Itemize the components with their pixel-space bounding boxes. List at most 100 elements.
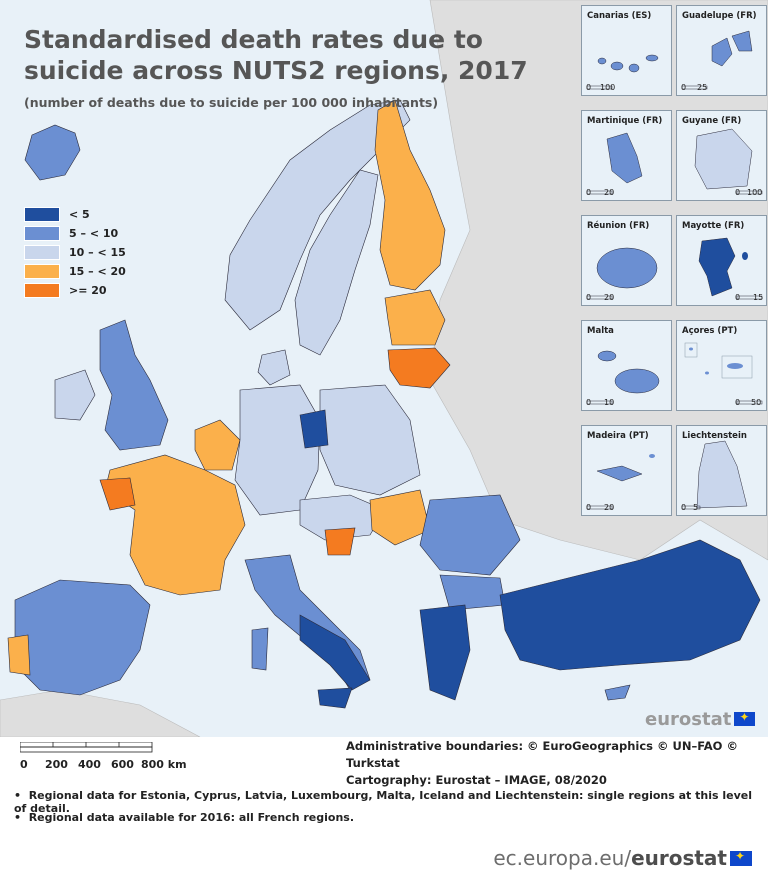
note-text: Regional data for Estonia, Cyprus, Latvi… bbox=[14, 789, 753, 815]
legend-label: < 5 bbox=[69, 208, 90, 221]
region-bulgaria bbox=[439, 574, 506, 611]
region-france bbox=[104, 454, 246, 596]
inset-madeira-map bbox=[586, 454, 655, 510]
inset-guyane: Guyane (FR) 0 100 bbox=[676, 110, 767, 201]
region-poland bbox=[319, 384, 421, 496]
inset-scale-end: 50 bbox=[751, 398, 762, 407]
scale-tick: 0 bbox=[20, 758, 28, 771]
inset-scale-end: 20 bbox=[604, 293, 615, 302]
region-berlin bbox=[299, 409, 329, 449]
region-finland bbox=[374, 99, 446, 291]
scale-tick: 400 bbox=[78, 758, 101, 771]
inset-martinique-map bbox=[586, 132, 643, 195]
inset-scale-start: 0 bbox=[586, 503, 592, 512]
credits: Administrative boundaries: © EuroGeograp… bbox=[346, 738, 768, 789]
inset-liechtenstein: Liechtenstein 0 5 bbox=[676, 425, 767, 516]
inset-acores-map bbox=[684, 342, 763, 405]
inset-title: Mayotte (FR) bbox=[682, 221, 745, 231]
inset-scale-start: 0 bbox=[735, 398, 741, 407]
legend-item: < 5 bbox=[24, 205, 126, 224]
eu-flag-icon bbox=[734, 710, 756, 726]
map-scale-bar bbox=[20, 742, 153, 753]
inset-title: Liechtenstein bbox=[682, 431, 747, 441]
legend-swatch bbox=[24, 207, 60, 222]
legend-swatch bbox=[24, 283, 60, 298]
logo-text: eurostat bbox=[645, 708, 732, 730]
inset-scale-start: 0 bbox=[586, 83, 592, 92]
scale-tick: 200 bbox=[45, 758, 68, 771]
region-benelux bbox=[194, 419, 241, 471]
legend-item: 15 – < 20 bbox=[24, 262, 126, 281]
legend-item: 5 – < 10 bbox=[24, 224, 126, 243]
note-text: Regional data available for 2016: all Fr… bbox=[28, 811, 354, 824]
scale-tick: 600 bbox=[111, 758, 134, 771]
legend-swatch bbox=[24, 226, 60, 241]
inset-title: Guyane (FR) bbox=[682, 116, 742, 126]
inset-scale-start: 0 bbox=[735, 188, 741, 197]
region-bretagne bbox=[99, 477, 136, 511]
inset-scale-start: 0 bbox=[586, 293, 592, 302]
note-single-regions: • Regional data for Estonia, Cyprus, Lat… bbox=[14, 789, 753, 815]
inset-scale-end: 100 bbox=[600, 83, 616, 92]
legend-label: 15 – < 20 bbox=[69, 265, 126, 278]
region-iberia bbox=[14, 579, 151, 696]
eurostat-logo: eurostat bbox=[645, 708, 756, 730]
inset-title: Madeira (PT) bbox=[587, 431, 649, 441]
region-norway bbox=[224, 99, 411, 331]
region-iceland bbox=[24, 124, 81, 181]
inset-guyane-map bbox=[694, 128, 763, 195]
region-sweden bbox=[294, 169, 379, 356]
note-french-regions: • Regional data available for 2016: all … bbox=[14, 811, 354, 824]
credits-cartography: Cartography: Eurostat – IMAGE, 08/2020 bbox=[346, 773, 607, 787]
inset-scale-end: 10 bbox=[604, 398, 615, 407]
credits-boundaries: Administrative boundaries: © EuroGeograp… bbox=[346, 739, 738, 770]
inset-scale-end: 5 bbox=[693, 503, 699, 512]
inset-acores: Açores (PT) 0 50 bbox=[676, 320, 767, 411]
inset-martinique: Martinique (FR) 0 20 bbox=[581, 110, 672, 201]
region-romania bbox=[419, 494, 521, 576]
footer-domain: ec.europa.eu/ bbox=[493, 846, 632, 870]
inset-mayotte-map bbox=[698, 237, 763, 300]
region-ireland bbox=[54, 369, 96, 421]
legend-label: 10 – < 15 bbox=[69, 246, 126, 259]
inset-reunion: Réunion (FR) 0 20 bbox=[581, 215, 672, 306]
region-sicily bbox=[317, 687, 353, 709]
legend: < 5 5 – < 10 10 – < 15 15 – < 20 >= 20 bbox=[24, 205, 126, 300]
scale-bar-labels: 0 200 400 600 800 km bbox=[20, 758, 220, 774]
legend-label: 5 – < 10 bbox=[69, 227, 119, 240]
region-hungary bbox=[369, 489, 431, 546]
inset-guadelupe-map bbox=[681, 30, 753, 90]
inset-malta-map bbox=[586, 350, 660, 405]
inset-reunion-map bbox=[586, 247, 658, 300]
legend-item: >= 20 bbox=[24, 281, 126, 300]
legend-label: >= 20 bbox=[69, 284, 107, 297]
inset-scale-start: 0 bbox=[586, 188, 592, 197]
region-greece bbox=[419, 604, 471, 701]
legend-item: 10 – < 15 bbox=[24, 243, 126, 262]
region-lithuania bbox=[387, 347, 451, 389]
region-turkey bbox=[499, 539, 761, 671]
inset-scale-end: 15 bbox=[753, 293, 764, 302]
inset-scale-start: 0 bbox=[735, 293, 741, 302]
inset-mayotte: Mayotte (FR) 0 15 bbox=[676, 215, 767, 306]
map-title: Standardised death rates due to suicide … bbox=[24, 25, 528, 85]
inset-title: Réunion (FR) bbox=[587, 221, 650, 231]
footer-url[interactable]: ec.europa.eu/eurostat bbox=[493, 846, 752, 870]
inset-scale-end: 20 bbox=[604, 188, 615, 197]
legend-swatch bbox=[24, 264, 60, 279]
region-united-kingdom bbox=[99, 319, 169, 451]
inset-liechtenstein-map bbox=[681, 440, 748, 510]
inset-scale-end: 100 bbox=[747, 188, 763, 197]
inset-title: Açores (PT) bbox=[682, 326, 738, 336]
inset-scale-start: 0 bbox=[586, 398, 592, 407]
inset-scale-end: 25 bbox=[697, 83, 708, 92]
footer-brand: eurostat bbox=[631, 846, 727, 870]
region-estonia-latvia bbox=[384, 289, 446, 346]
inset-canarias-map bbox=[586, 54, 659, 90]
inset-madeira: Madeira (PT) 0 20 bbox=[581, 425, 672, 516]
map-subtitle: (number of deaths due to suicide per 100… bbox=[24, 95, 439, 110]
legend-swatch bbox=[24, 245, 60, 260]
north-africa-land bbox=[0, 689, 201, 737]
eu-flag-icon bbox=[730, 849, 752, 866]
scale-tick: 800 km bbox=[141, 758, 187, 771]
